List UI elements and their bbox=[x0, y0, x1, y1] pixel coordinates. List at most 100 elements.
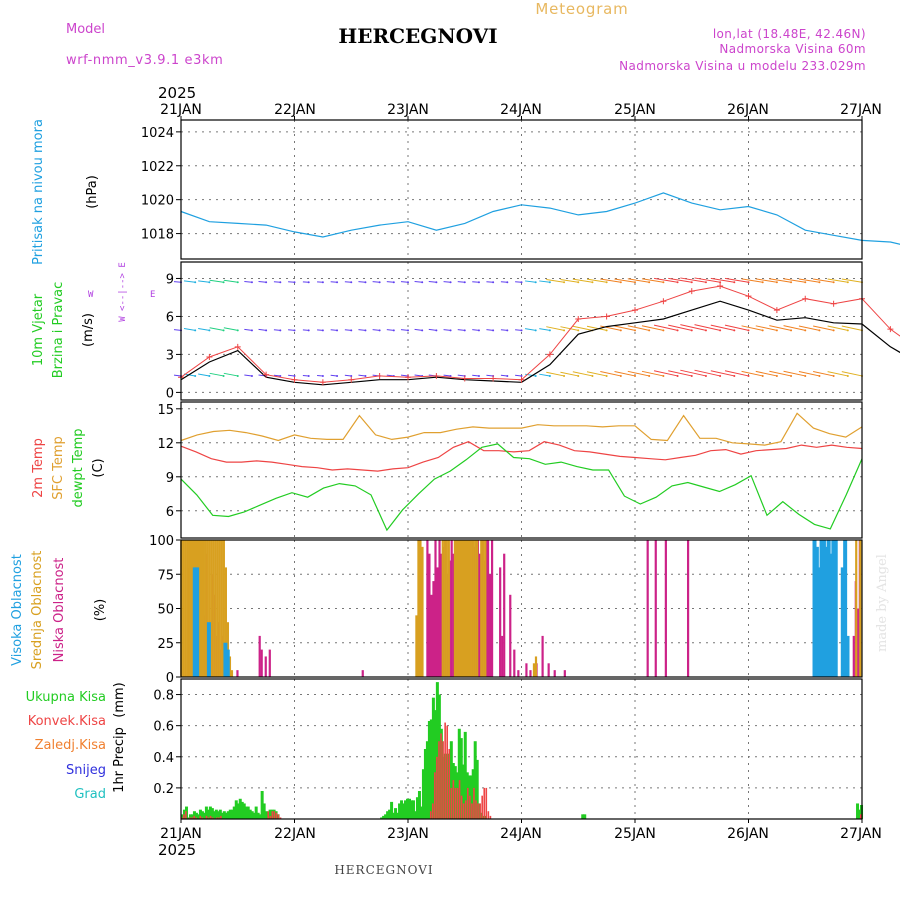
wind-direction-arrow bbox=[443, 374, 451, 377]
y-tick-label: 1022 bbox=[141, 160, 174, 175]
total-rain-bar bbox=[212, 811, 216, 819]
wind-direction-arrow bbox=[358, 374, 366, 377]
cloud-bar-1 bbox=[419, 540, 422, 677]
total-rain-bar bbox=[238, 798, 242, 819]
wind-direction-dot bbox=[832, 329, 835, 332]
wind-direction-dot bbox=[605, 281, 608, 284]
cloud-bar-0 bbox=[260, 649, 263, 677]
y-tick-label: 15 bbox=[157, 403, 174, 418]
wind-direction-dot bbox=[208, 329, 211, 332]
bottom-date-label: 21JAN bbox=[160, 826, 202, 842]
cloud-bar-1 bbox=[457, 540, 461, 677]
total-rain-bar bbox=[218, 809, 222, 819]
wind-gust-marker bbox=[433, 372, 440, 379]
total-rain-bar bbox=[228, 809, 232, 819]
cloud-bar-2 bbox=[814, 546, 819, 677]
wind-direction-dot bbox=[790, 374, 793, 377]
wind-gust-marker bbox=[490, 375, 497, 382]
panel-frames bbox=[180, 116, 863, 823]
wind-direction-dot bbox=[846, 374, 849, 377]
wind-direction-arrow bbox=[710, 370, 735, 377]
total-rain-bar bbox=[256, 812, 260, 819]
wind-direction-arrow bbox=[560, 279, 579, 283]
convective-rain-bar bbox=[436, 756, 438, 819]
wind-direction-arrow bbox=[813, 325, 834, 331]
wind-direction-dot bbox=[336, 281, 339, 284]
wind-direction-dot bbox=[775, 281, 778, 284]
wind-direction-dot bbox=[321, 329, 324, 332]
wind-direction-dot bbox=[690, 281, 693, 284]
wind-direction-arrow bbox=[457, 329, 465, 331]
total-rain-bar bbox=[186, 817, 190, 819]
total-rain-bar bbox=[469, 775, 473, 819]
wind-direction-arrow bbox=[600, 278, 621, 283]
wind-direction-arrow bbox=[344, 329, 352, 331]
wind-direction-arrow bbox=[614, 278, 636, 283]
cloud-bar-1 bbox=[204, 540, 207, 677]
meteogram-label: Meteogram bbox=[535, 0, 628, 18]
cloud-bar-0 bbox=[440, 553, 443, 677]
wind-gust-marker bbox=[319, 379, 326, 386]
cloud-bar-1 bbox=[480, 540, 483, 677]
wind-direction-dot bbox=[378, 329, 381, 332]
wind-direction-dot bbox=[307, 281, 310, 284]
model-label: Model bbox=[66, 22, 105, 37]
total-rain-bar bbox=[856, 803, 860, 819]
wind-gust-marker bbox=[632, 307, 638, 314]
page-title: HERCEGNOVI bbox=[338, 24, 497, 48]
wind-direction-dot bbox=[719, 281, 722, 284]
wind-direction-dot bbox=[704, 329, 707, 332]
wind-direction-dot bbox=[591, 374, 594, 377]
wind-gust-marker bbox=[291, 376, 298, 383]
wind-direction-dot bbox=[648, 329, 651, 332]
wind-direction-arrow bbox=[358, 329, 366, 331]
y-tick-label: 1024 bbox=[141, 126, 174, 141]
wind-gust-marker bbox=[518, 376, 525, 383]
total-rain-bar bbox=[398, 803, 402, 819]
wind-direction-arrow bbox=[209, 327, 224, 331]
convective-rain-bar bbox=[487, 811, 490, 819]
total-rain-bar bbox=[264, 811, 268, 819]
convective-rain-bar bbox=[440, 733, 442, 819]
bottom-date-label: 26JAN bbox=[727, 826, 769, 842]
wind-direction-arrow bbox=[539, 373, 550, 377]
bottom-date-label: 27JAN bbox=[840, 826, 882, 842]
cloud-bar-0 bbox=[432, 581, 435, 677]
wind-direction-arrow bbox=[244, 281, 252, 283]
wind-direction-dot bbox=[307, 329, 310, 332]
cloud-bar-2 bbox=[826, 540, 831, 677]
cloud-bar-0 bbox=[856, 608, 859, 677]
wind-direction-dot bbox=[236, 329, 239, 332]
wind-gust-marker bbox=[887, 326, 894, 333]
wind-direction-dot bbox=[676, 374, 679, 377]
total-rain-bar bbox=[394, 808, 398, 819]
wind-direction-arrow bbox=[457, 281, 465, 283]
cloud-bar-1 bbox=[463, 540, 467, 677]
wind-direction-dot bbox=[265, 329, 268, 332]
wind-direction-dot bbox=[492, 329, 495, 332]
cloud-bar-1 bbox=[188, 540, 191, 677]
cloud-bar-0 bbox=[503, 553, 506, 677]
cloud-bar-1 bbox=[447, 540, 450, 677]
wind-direction-dot bbox=[804, 374, 807, 377]
wind-gust-marker bbox=[688, 288, 695, 295]
wind-direction-arrow bbox=[472, 329, 479, 331]
wind-direction-dot bbox=[293, 281, 296, 284]
wind-direction-dot bbox=[534, 281, 537, 284]
cloud-bar-0 bbox=[517, 670, 520, 677]
wind-direction-arrow bbox=[798, 278, 820, 283]
wind-direction-dot bbox=[336, 329, 339, 332]
cloud-bar-0 bbox=[646, 540, 649, 677]
convective-rain-bar bbox=[220, 815, 222, 819]
wind-gust-marker bbox=[461, 375, 468, 382]
precip-unit-label: (mm) bbox=[112, 682, 127, 717]
wind-direction-dot bbox=[790, 281, 793, 284]
compass-w-label: W bbox=[88, 290, 94, 300]
total-rain-bar bbox=[232, 806, 236, 819]
y-tick-label: 75 bbox=[157, 568, 174, 583]
total-rain-bar bbox=[461, 764, 465, 819]
y-tick-label: 0.6 bbox=[153, 720, 174, 735]
wind-direction-dot bbox=[775, 374, 778, 377]
wind-direction-dot bbox=[265, 281, 268, 284]
cloud-bar-2 bbox=[195, 567, 200, 677]
